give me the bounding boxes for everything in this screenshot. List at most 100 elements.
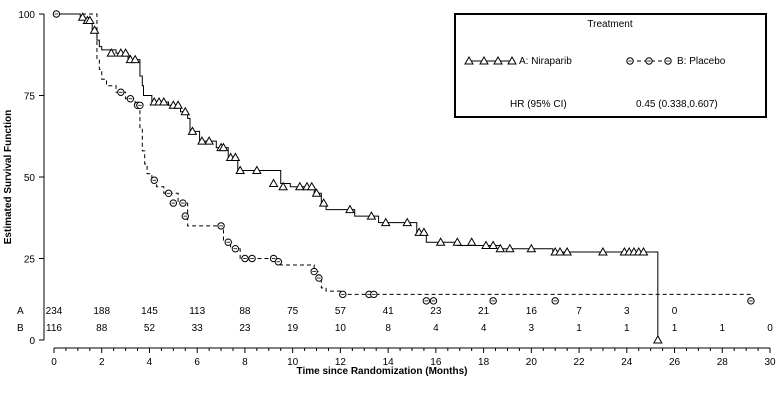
- risk-count: 1: [624, 323, 630, 334]
- risk-count: 33: [192, 323, 204, 334]
- niraparib-censor-marker: [562, 246, 572, 256]
- risk-count: 0: [672, 306, 678, 317]
- legend-triangle-marker: [464, 55, 474, 65]
- niraparib-censor-marker: [481, 240, 491, 249]
- x-tick-label: 12: [335, 357, 347, 368]
- x-tick-label: 28: [717, 357, 729, 368]
- niraparib-censor-marker: [278, 181, 288, 191]
- niraparib-censor-marker: [218, 142, 229, 152]
- niraparib-censor-marker: [294, 181, 305, 191]
- niraparib-censor-marker: [435, 237, 446, 246]
- x-tick-label: 14: [383, 357, 395, 368]
- niraparib-censor-marker: [130, 54, 141, 64]
- niraparib-censor-marker: [488, 240, 499, 249]
- y-tick-label: 75: [24, 92, 36, 103]
- legend: Treatment A: Niraparib B: Placebo HR (95…: [454, 13, 767, 118]
- niraparib-censor-marker: [638, 246, 649, 256]
- x-tick-label: 26: [669, 357, 681, 368]
- risk-count: 41: [383, 306, 395, 317]
- x-tick-label: 30: [764, 357, 776, 368]
- placebo-curve: [54, 13, 752, 301]
- risk-count: 52: [144, 323, 156, 334]
- legend-box: [454, 13, 767, 118]
- niraparib-censor-marker: [652, 334, 663, 344]
- x-tick-label: 10: [287, 357, 299, 368]
- risk-count: 1: [719, 323, 725, 334]
- niraparib-censor-marker: [252, 165, 262, 174]
- niraparib-censor-marker: [120, 48, 131, 57]
- niraparib-censor-marker: [419, 227, 429, 236]
- niraparib-censor-marker: [180, 106, 191, 116]
- risk-count: 23: [430, 306, 442, 317]
- legend-niraparib-label: A: Niraparib: [519, 56, 572, 67]
- hazard-ratio-label: HR (95% CI): [510, 99, 567, 110]
- risk-count: 16: [526, 306, 538, 317]
- x-tick-label: 0: [51, 357, 57, 368]
- risk-count: 23: [239, 323, 251, 334]
- niraparib-censor-marker: [452, 237, 463, 246]
- niraparib-censor-marker: [504, 243, 515, 253]
- hazard-ratio-value: 0.45 (0.338,0.607): [636, 99, 718, 110]
- risk-count: 4: [433, 323, 439, 334]
- niraparib-censor-marker: [526, 243, 537, 253]
- x-tick-label: 16: [430, 357, 442, 368]
- niraparib-censor-marker: [311, 188, 322, 197]
- niraparib-censor-marker: [555, 246, 565, 256]
- legend-triangle-marker: [479, 55, 489, 65]
- legend-niraparib-marker: [464, 55, 517, 65]
- risk-count: 113: [189, 306, 205, 317]
- legend-triangle-marker: [493, 55, 503, 65]
- y-tick-label: 50: [24, 173, 36, 184]
- risk-count: 8: [385, 323, 391, 334]
- x-tick-label: 2: [99, 357, 105, 368]
- y-tick-label: 100: [18, 10, 35, 21]
- risk-count: 188: [93, 306, 110, 317]
- risk-count: 145: [141, 306, 158, 317]
- niraparib-censor-marker: [230, 152, 241, 161]
- niraparib-censor-marker: [204, 136, 214, 145]
- niraparib-censor-marker: [366, 211, 377, 220]
- x-tick-label: 22: [574, 357, 586, 368]
- niraparib-censor-marker: [466, 237, 477, 246]
- risk-count: 1: [576, 323, 582, 334]
- risk-count: 88: [239, 306, 251, 317]
- risk-count: 21: [478, 306, 490, 317]
- x-tick-label: 20: [526, 357, 538, 368]
- y-axis-title: Estimated Survival Function: [3, 110, 14, 244]
- niraparib-censor-marker: [84, 15, 95, 25]
- niraparib-censor-marker: [187, 126, 198, 135]
- risk-count: 1: [672, 323, 678, 334]
- risk-row-label: B: [17, 323, 24, 334]
- legend-placebo-label: B: Placebo: [677, 56, 726, 67]
- risk-row-label: A: [17, 306, 24, 317]
- niraparib-censor-marker: [380, 217, 391, 227]
- niraparib-curve: [54, 13, 659, 340]
- niraparib-censor-marker: [598, 246, 608, 256]
- risk-count: 75: [287, 306, 299, 317]
- risk-count: 10: [335, 323, 347, 334]
- niraparib-censor-marker: [402, 217, 413, 227]
- legend-triangle-marker: [507, 55, 517, 65]
- niraparib-censor-marker: [106, 48, 117, 57]
- niraparib-censor-marker: [306, 181, 317, 191]
- niraparib-censor-marker: [235, 165, 246, 174]
- niraparib-censor-marker: [318, 198, 329, 207]
- risk-count: 57: [335, 306, 347, 317]
- niraparib-censor-marker: [77, 12, 88, 21]
- niraparib-censor-marker: [495, 243, 506, 253]
- survival-curves: [52, 10, 755, 344]
- niraparib-censor-marker: [197, 136, 207, 145]
- x-axis-title: Time since Randomization (Months): [297, 366, 468, 377]
- legend-placebo-marker: [626, 57, 672, 65]
- risk-count: 3: [624, 306, 630, 317]
- y-tick-label: 0: [29, 336, 35, 347]
- risk-count: 4: [481, 323, 487, 334]
- legend-title: Treatment: [587, 19, 632, 30]
- niraparib-censor-marker: [158, 97, 169, 106]
- risk-count: 3: [529, 323, 535, 334]
- x-tick-label: 6: [194, 357, 200, 368]
- risk-count: 0: [767, 323, 773, 334]
- risk-count: 116: [46, 323, 62, 334]
